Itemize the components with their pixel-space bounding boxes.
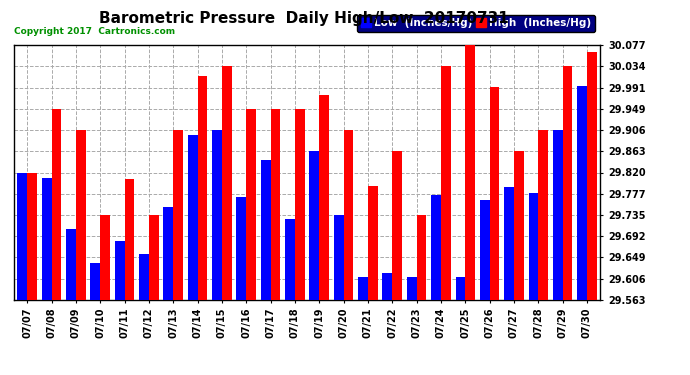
Bar (319, 94, 329, 300)
Bar (358, 277, 368, 300)
Bar (149, 214, 159, 300)
Legend: Low  (Inches/Hg), High  (Inches/Hg): Low (Inches/Hg), High (Inches/Hg) (357, 15, 595, 32)
Bar (139, 254, 149, 300)
Bar (587, 52, 597, 300)
Bar (334, 214, 344, 300)
Bar (90, 263, 100, 300)
Bar (480, 200, 490, 300)
Bar (270, 108, 280, 300)
Bar (52, 108, 61, 300)
Bar (310, 151, 319, 300)
Bar (529, 194, 538, 300)
Bar (212, 130, 222, 300)
Bar (222, 66, 232, 300)
Bar (431, 195, 441, 300)
Bar (164, 207, 173, 300)
Bar (514, 151, 524, 300)
Text: Barometric Pressure  Daily High/Low  20170731: Barometric Pressure Daily High/Low 20170… (99, 11, 509, 26)
Bar (553, 130, 562, 300)
Bar (237, 197, 246, 300)
Bar (188, 135, 197, 300)
Bar (173, 130, 183, 300)
Bar (417, 214, 426, 300)
Bar (124, 180, 135, 300)
Bar (504, 188, 514, 300)
Bar (441, 66, 451, 300)
Bar (100, 214, 110, 300)
Bar (285, 219, 295, 300)
Bar (407, 277, 417, 300)
Bar (577, 86, 587, 300)
Text: Copyright 2017  Cartronics.com: Copyright 2017 Cartronics.com (14, 27, 175, 36)
Bar (562, 66, 572, 300)
Bar (295, 108, 304, 300)
Bar (17, 172, 27, 300)
Bar (76, 130, 86, 300)
Bar (115, 242, 124, 300)
Bar (344, 130, 353, 300)
Bar (392, 151, 402, 300)
Bar (382, 273, 392, 300)
Bar (490, 87, 500, 300)
Bar (42, 178, 52, 300)
Bar (538, 130, 548, 300)
Bar (27, 172, 37, 300)
Bar (465, 45, 475, 300)
Bar (246, 108, 256, 300)
Bar (66, 229, 76, 300)
Bar (455, 277, 465, 300)
Bar (197, 76, 207, 300)
Bar (261, 160, 270, 300)
Bar (368, 186, 377, 300)
